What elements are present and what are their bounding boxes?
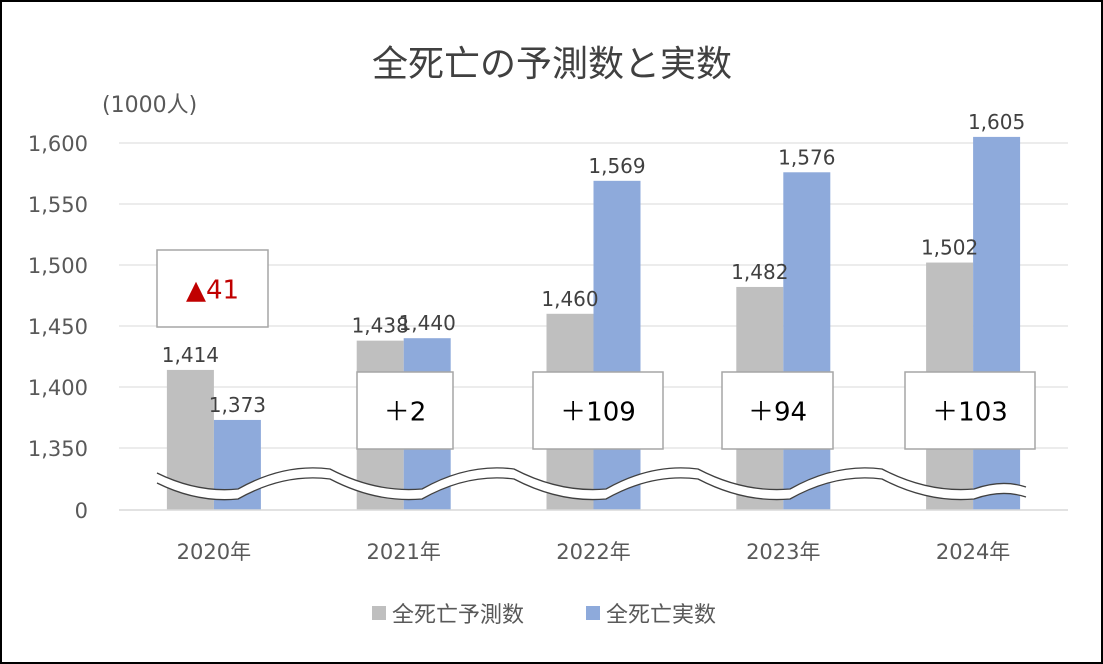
break-line-top [156, 467, 1027, 491]
annotation-text: ＋94 [748, 398, 807, 428]
axes: 1,600 1,550 1,500 1,450 1,400 1,350 0 2020年 2021… [28, 132, 1068, 564]
chart-title: 全死亡の予測数と実数 [372, 44, 732, 85]
bar-value-label: 1,576 [778, 145, 835, 169]
difference-annotations: ▲41 ＋2 ＋109 ＋94 ＋103 [156, 249, 1036, 450]
bar-value-label: 1,605 [968, 110, 1025, 134]
break-fill [154, 467, 1028, 500]
y-tick-label: 1,600 [28, 132, 88, 156]
legend: 全死亡予測数 全死亡実数 [372, 603, 716, 628]
annotation-box [532, 371, 664, 450]
bar-value-label: 1,414 [162, 343, 219, 367]
bar [973, 136, 1021, 510]
annotation-text: ＋109 [560, 398, 636, 428]
x-tick-label: 2022年 [556, 540, 630, 564]
bar-value-label: 1,460 [541, 287, 598, 311]
y-tick-label: 1,500 [28, 254, 88, 278]
annotation-text: ＋2 [384, 398, 427, 428]
x-tick-label: 2021年 [366, 540, 440, 564]
x-tick-label: 2023年 [746, 540, 820, 564]
break-line-bottom [156, 477, 1027, 501]
y-tick-label: 1,400 [28, 376, 88, 400]
legend-swatch [372, 606, 386, 620]
bar-value-label: 1,482 [731, 260, 788, 284]
y-tick-label: 1,550 [28, 193, 88, 217]
annotation-box [904, 371, 1036, 450]
x-tick-label: 2024年 [936, 540, 1010, 564]
annotation-box [156, 249, 269, 328]
bars [166, 136, 1021, 510]
annotation-box [356, 371, 454, 450]
legend-label: 全死亡予測数 [392, 603, 524, 628]
bar-value-label: 1,438 [352, 314, 409, 338]
bar [783, 172, 831, 510]
x-tick-label: 2020年 [177, 540, 251, 564]
annotation-text: ▲41 [186, 276, 239, 306]
bar-value-label: 1,569 [588, 154, 645, 178]
axis-break [154, 467, 1028, 501]
annotation-box [721, 371, 834, 450]
bar [593, 180, 641, 510]
y-tick-label: 1,450 [28, 315, 88, 339]
unit-label: (1000人) [102, 93, 197, 118]
bar-value-label: 1,440 [399, 311, 456, 335]
legend-label: 全死亡実数 [606, 603, 716, 628]
bar-value-label: 1,373 [209, 393, 266, 417]
legend-swatch [586, 606, 600, 620]
y-tick-label: 0 [75, 499, 88, 523]
y-tick-label: 1,350 [28, 437, 88, 461]
annotation-text: ＋103 [932, 398, 1008, 428]
bar-value-label: 1,502 [921, 236, 978, 260]
